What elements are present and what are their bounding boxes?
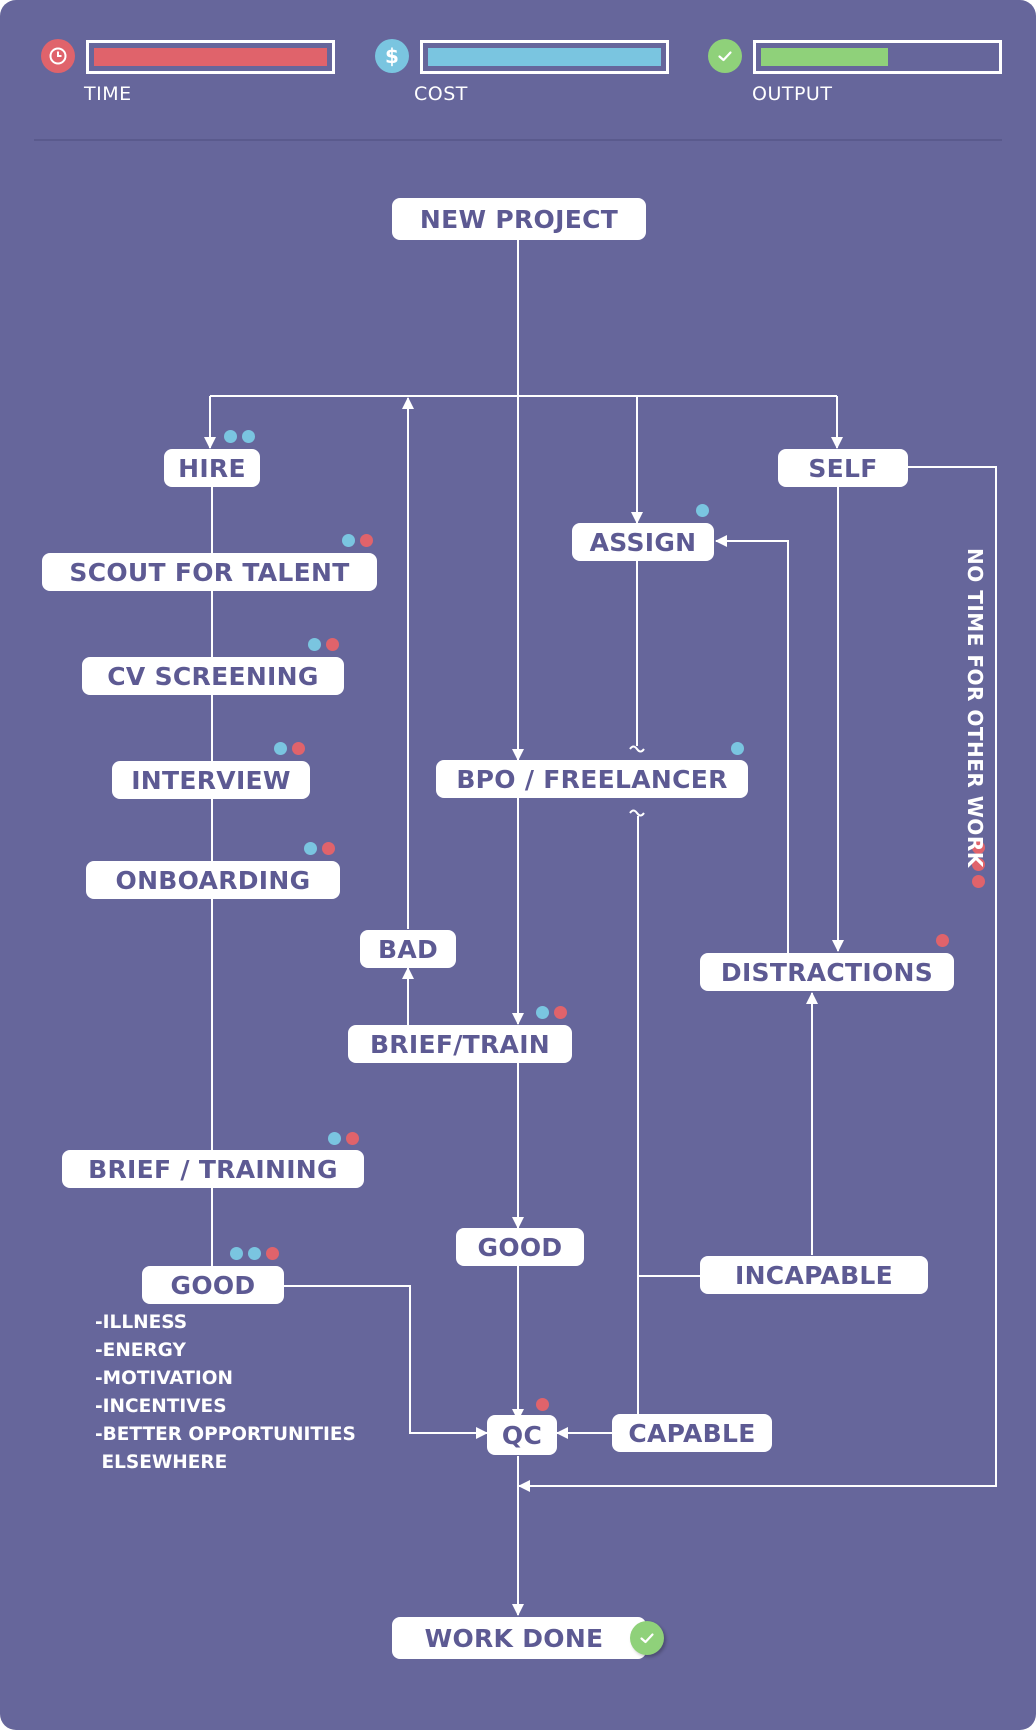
work-done-check-icon bbox=[630, 1621, 664, 1655]
clock-icon bbox=[41, 39, 75, 73]
side-note: NO TIME FOR OTHER WORK bbox=[963, 548, 987, 868]
scout-time-dot bbox=[360, 534, 373, 547]
brief-training-cost-dot bbox=[328, 1132, 341, 1145]
node-bpo-freelancer: BPO / FREELANCER bbox=[436, 760, 748, 798]
onboarding-cost-dot bbox=[304, 842, 317, 855]
reason-item: -MOTIVATION bbox=[95, 1368, 233, 1389]
interview-cost-dot bbox=[274, 742, 287, 755]
node-distractions: DISTRACTIONS bbox=[700, 953, 954, 991]
self-loop-time-dot bbox=[972, 858, 985, 871]
assign-cost-dot bbox=[696, 504, 709, 517]
hire-cost-dot bbox=[242, 430, 255, 443]
bpo-cost-dot bbox=[731, 742, 744, 755]
check-icon bbox=[708, 39, 742, 73]
distractions-time-dot bbox=[936, 934, 949, 947]
node-self: SELF bbox=[778, 449, 908, 487]
node-good-center: GOOD bbox=[456, 1228, 584, 1266]
time-bar-fill bbox=[94, 48, 327, 66]
cost-label: COST bbox=[414, 83, 468, 105]
good-left-time-dot bbox=[266, 1247, 279, 1260]
node-good-left: GOOD bbox=[142, 1266, 284, 1304]
reason-item: -BETTER OPPORTUNITIES bbox=[95, 1424, 356, 1445]
hire-cost-dot bbox=[224, 430, 237, 443]
edge-tilde-top bbox=[629, 745, 645, 753]
self-loop-time-dot bbox=[972, 875, 985, 888]
edge-distractions-assign bbox=[715, 535, 789, 954]
reasons-list: -ILLNESS -ENERGY -MOTIVATION -INCENTIVES… bbox=[95, 1309, 356, 1477]
node-incapable: INCAPABLE bbox=[700, 1256, 928, 1294]
scout-cost-dot bbox=[342, 534, 355, 547]
brief-training-time-dot bbox=[346, 1132, 359, 1145]
output-bar-fill bbox=[761, 48, 888, 66]
cv-cost-dot bbox=[308, 638, 321, 651]
interview-time-dot bbox=[292, 742, 305, 755]
node-hire: HIRE bbox=[164, 449, 260, 487]
node-capable: CAPABLE bbox=[612, 1414, 772, 1452]
node-bad: BAD bbox=[360, 930, 456, 968]
legend-divider bbox=[34, 139, 1002, 141]
node-work-done: WORK DONE bbox=[392, 1617, 646, 1659]
edge-self-loop bbox=[518, 466, 997, 1492]
output-label: OUTPUT bbox=[752, 83, 833, 105]
onboarding-time-dot bbox=[322, 842, 335, 855]
self-loop-time-dot bbox=[972, 841, 985, 854]
cost-bar-fill bbox=[428, 48, 661, 66]
node-qc: QC bbox=[487, 1415, 557, 1455]
reason-item: -ILLNESS bbox=[95, 1312, 188, 1333]
node-onboarding: ONBOARDING bbox=[86, 861, 340, 899]
node-new-project: NEW PROJECT bbox=[392, 198, 646, 240]
time-label: TIME bbox=[84, 83, 132, 105]
dollar-icon: $ bbox=[375, 39, 409, 73]
node-cv-screening: CV SCREENING bbox=[82, 657, 344, 695]
time-bar bbox=[86, 40, 335, 74]
reason-item: -INCENTIVES bbox=[95, 1396, 227, 1417]
qc-time-dot bbox=[536, 1398, 549, 1411]
edge-goodleft-qc bbox=[284, 1285, 488, 1439]
brieftrain-time-dot bbox=[554, 1006, 567, 1019]
reason-item: ELSEWHERE bbox=[95, 1452, 228, 1473]
node-brief-training: BRIEF / TRAINING bbox=[62, 1150, 364, 1188]
node-brief-train: BRIEF/TRAIN bbox=[348, 1025, 572, 1063]
brieftrain-cost-dot bbox=[536, 1006, 549, 1019]
node-scout-for-talent: SCOUT FOR TALENT bbox=[42, 553, 377, 591]
edge-tilde-bottom bbox=[629, 809, 645, 817]
good-left-cost-dot bbox=[230, 1247, 243, 1260]
cost-bar bbox=[420, 40, 669, 74]
node-assign: ASSIGN bbox=[572, 523, 714, 561]
node-interview: INTERVIEW bbox=[112, 761, 310, 799]
output-bar bbox=[753, 40, 1002, 74]
cv-time-dot bbox=[326, 638, 339, 651]
good-left-cost-dot bbox=[248, 1247, 261, 1260]
reason-item: -ENERGY bbox=[95, 1340, 186, 1361]
